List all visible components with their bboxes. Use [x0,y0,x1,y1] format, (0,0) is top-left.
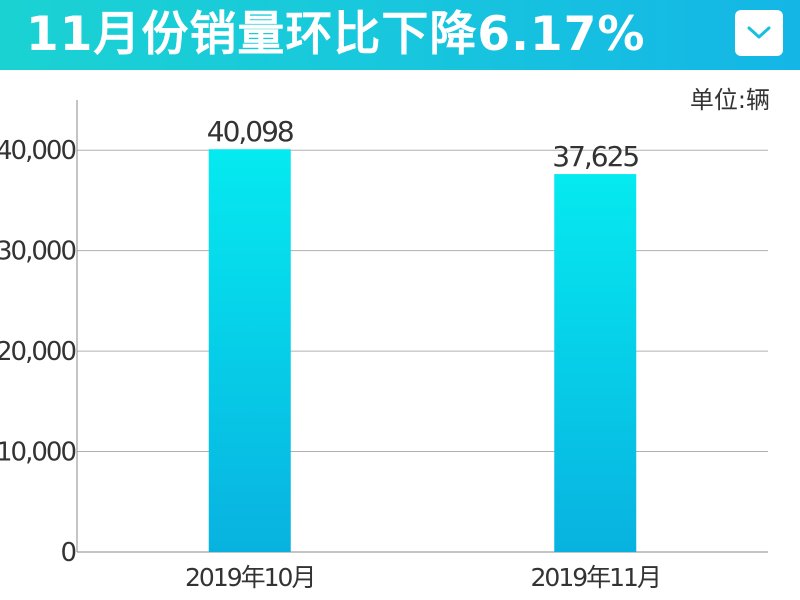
y-tick-label: 30,000 [0,237,75,267]
y-tick-label: 40,000 [0,136,75,166]
data-label: 40,098 [207,115,293,148]
x-category-label: 2019年10月 [185,563,314,592]
unit-label: 单位:辆 [689,86,770,114]
dropdown-button[interactable] [735,10,783,56]
chevron-down-icon [747,26,771,39]
page-title: 11月份销量环比下降6.17% [26,7,646,62]
bar [208,149,291,553]
bar [554,174,637,553]
y-tick-label: 0 [60,538,75,568]
y-tick-label: 10,000 [0,438,75,468]
data-label: 37,625 [552,140,638,173]
x-category-label: 2019年11月 [531,563,660,592]
title-banner: 11月份销量环比下降6.17% [0,0,800,70]
y-tick-label: 20,000 [0,337,75,367]
